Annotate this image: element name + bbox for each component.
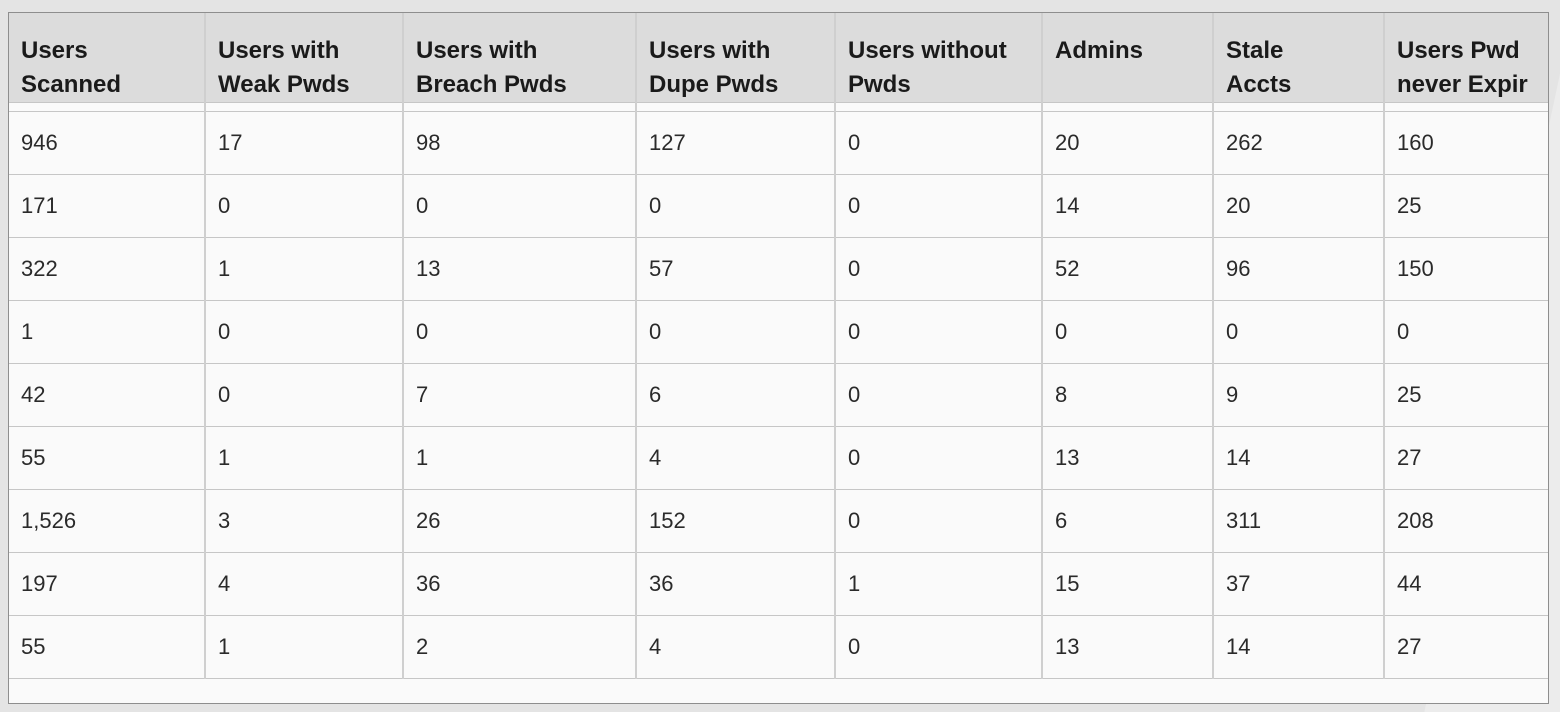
cell-pwd-never-expire: 208 bbox=[1384, 489, 1548, 553]
cell-stale-accts: 0 bbox=[1213, 300, 1385, 364]
cell-users-scanned: 1 bbox=[9, 300, 206, 364]
cell-pwd-never-expire: 0 bbox=[1384, 300, 1548, 364]
cell-dupe-pwds: 152 bbox=[636, 489, 836, 553]
cell-breach-pwds: 0 bbox=[403, 300, 637, 364]
column-header-weak-pwds[interactable]: Users with Weak Pwds bbox=[205, 13, 404, 103]
cell-weak-pwds: 0 bbox=[205, 363, 404, 427]
cell-breach-pwds: 0 bbox=[403, 174, 637, 238]
cell-users-scanned: 946 bbox=[9, 111, 206, 175]
cell-dupe-pwds: 57 bbox=[636, 237, 836, 301]
cell-breach-pwds: 7 bbox=[403, 363, 637, 427]
cell-users-scanned: 55 bbox=[9, 615, 206, 679]
cell-stale-accts: 20 bbox=[1213, 174, 1385, 238]
cell-admins: 20 bbox=[1042, 111, 1214, 175]
cell-breach-pwds: 2 bbox=[403, 615, 637, 679]
cell-without-pwds: 0 bbox=[835, 111, 1043, 175]
header-gap-row bbox=[9, 102, 1548, 112]
cell-breach-pwds: 1 bbox=[403, 426, 637, 490]
cell-weak-pwds: 1 bbox=[205, 237, 404, 301]
cell-admins: 13 bbox=[1042, 426, 1214, 490]
table-row[interactable]: 171 0 0 0 0 14 20 25 bbox=[9, 174, 1548, 238]
cell-without-pwds: 0 bbox=[835, 363, 1043, 427]
cell-users-scanned: 197 bbox=[9, 552, 206, 616]
cell-users-scanned: 55 bbox=[9, 426, 206, 490]
table-row[interactable]: 946 17 98 127 0 20 262 160 bbox=[9, 111, 1548, 175]
cell-breach-pwds: 26 bbox=[403, 489, 637, 553]
cell-stale-accts: 96 bbox=[1213, 237, 1385, 301]
cell-breach-pwds: 13 bbox=[403, 237, 637, 301]
cell-dupe-pwds: 36 bbox=[636, 552, 836, 616]
cell-breach-pwds: 98 bbox=[403, 111, 637, 175]
cell-admins: 0 bbox=[1042, 300, 1214, 364]
table-viewport[interactable]: Users Scanned Users with Weak Pwds Users w… bbox=[8, 12, 1549, 704]
column-header-users-scanned[interactable]: Users Scanned bbox=[9, 13, 206, 103]
cell-stale-accts: 14 bbox=[1213, 615, 1385, 679]
cell-dupe-pwds: 6 bbox=[636, 363, 836, 427]
cell-without-pwds: 0 bbox=[835, 615, 1043, 679]
cell-admins: 6 bbox=[1042, 489, 1214, 553]
cell-users-scanned: 171 bbox=[9, 174, 206, 238]
cell-users-scanned: 322 bbox=[9, 237, 206, 301]
table-row[interactable]: 1,526 3 26 152 0 6 311 208 bbox=[9, 489, 1548, 553]
cell-dupe-pwds: 0 bbox=[636, 300, 836, 364]
cell-weak-pwds: 0 bbox=[205, 300, 404, 364]
cell-without-pwds: 1 bbox=[835, 552, 1043, 616]
cell-users-scanned: 42 bbox=[9, 363, 206, 427]
table-body: 946 17 98 127 0 20 262 160 171 0 0 0 0 14 20 25 322 1 13 57… bbox=[9, 102, 1548, 679]
cell-weak-pwds: 3 bbox=[205, 489, 404, 553]
cell-pwd-never-expire: 150 bbox=[1384, 237, 1548, 301]
column-header-breach-pwds[interactable]: Users with Breach Pwds bbox=[403, 13, 637, 103]
cell-stale-accts: 14 bbox=[1213, 426, 1385, 490]
column-header-dupe-pwds[interactable]: Users with Dupe Pwds bbox=[636, 13, 836, 103]
table-row[interactable]: 55 1 2 4 0 13 14 27 bbox=[9, 615, 1548, 679]
table-row[interactable]: 322 1 13 57 0 52 96 150 bbox=[9, 237, 1548, 301]
cell-admins: 52 bbox=[1042, 237, 1214, 301]
cell-weak-pwds: 1 bbox=[205, 615, 404, 679]
cell-admins: 14 bbox=[1042, 174, 1214, 238]
cell-weak-pwds: 1 bbox=[205, 426, 404, 490]
cell-dupe-pwds: 127 bbox=[636, 111, 836, 175]
cell-pwd-never-expire: 27 bbox=[1384, 615, 1548, 679]
cell-stale-accts: 37 bbox=[1213, 552, 1385, 616]
cell-breach-pwds: 36 bbox=[403, 552, 637, 616]
cell-dupe-pwds: 4 bbox=[636, 615, 836, 679]
cell-pwd-never-expire: 27 bbox=[1384, 426, 1548, 490]
cell-without-pwds: 0 bbox=[835, 426, 1043, 490]
cell-weak-pwds: 0 bbox=[205, 174, 404, 238]
cell-admins: 13 bbox=[1042, 615, 1214, 679]
cell-dupe-pwds: 0 bbox=[636, 174, 836, 238]
cell-weak-pwds: 17 bbox=[205, 111, 404, 175]
cell-pwd-never-expire: 25 bbox=[1384, 174, 1548, 238]
cell-stale-accts: 262 bbox=[1213, 111, 1385, 175]
cell-without-pwds: 0 bbox=[835, 237, 1043, 301]
header-row: Users Scanned Users with Weak Pwds Users w… bbox=[9, 13, 1548, 103]
cell-users-scanned: 1,526 bbox=[9, 489, 206, 553]
cell-without-pwds: 0 bbox=[835, 489, 1043, 553]
cell-admins: 8 bbox=[1042, 363, 1214, 427]
column-header-pwd-never-expire[interactable]: Users Pwd never Expir bbox=[1384, 13, 1548, 103]
column-header-admins[interactable]: Admins bbox=[1042, 13, 1214, 103]
column-header-without-pwds[interactable]: Users without Pwds bbox=[835, 13, 1043, 103]
cell-admins: 15 bbox=[1042, 552, 1214, 616]
cell-pwd-never-expire: 25 bbox=[1384, 363, 1548, 427]
cell-pwd-never-expire: 160 bbox=[1384, 111, 1548, 175]
cell-dupe-pwds: 4 bbox=[636, 426, 836, 490]
table-row[interactable]: 42 0 7 6 0 8 9 25 bbox=[9, 363, 1548, 427]
cell-without-pwds: 0 bbox=[835, 174, 1043, 238]
cell-without-pwds: 0 bbox=[835, 300, 1043, 364]
cell-stale-accts: 311 bbox=[1213, 489, 1385, 553]
cell-stale-accts: 9 bbox=[1213, 363, 1385, 427]
table-row[interactable]: 197 4 36 36 1 15 37 44 bbox=[9, 552, 1548, 616]
password-audit-table: Users Scanned Users with Weak Pwds Users w… bbox=[9, 13, 1548, 679]
table-row[interactable]: 55 1 1 4 0 13 14 27 bbox=[9, 426, 1548, 490]
cell-pwd-never-expire: 44 bbox=[1384, 552, 1548, 616]
cell-weak-pwds: 4 bbox=[205, 552, 404, 616]
column-header-stale-accts[interactable]: Stale Accts bbox=[1213, 13, 1385, 103]
